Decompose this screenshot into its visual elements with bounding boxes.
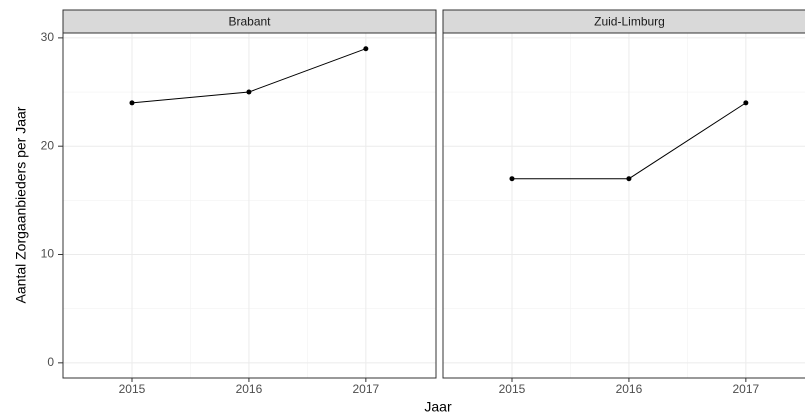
x-tick-label: 2015 (499, 382, 526, 396)
y-axis-title: Aantal Zorgaanbieders per Jaar (13, 106, 29, 303)
y-tick-label: 10 (41, 247, 55, 261)
strip-label: Zuid-Limburg (594, 15, 665, 29)
y-tick-label: 20 (41, 138, 55, 152)
y-tick-label: 0 (47, 355, 54, 369)
strip-label: Brabant (228, 15, 271, 29)
point (246, 89, 252, 95)
panel-background (63, 33, 436, 378)
strip (62, 9, 437, 34)
y-tick-label: 30 (41, 30, 55, 44)
x-tick-label: 2017 (352, 382, 379, 396)
strip (442, 9, 805, 34)
x-tick-label: 2015 (119, 382, 146, 396)
point (129, 100, 135, 106)
x-tick-label: 2016 (236, 382, 263, 396)
x-tick-label: 2017 (732, 382, 759, 396)
panel-background (443, 33, 805, 378)
point (363, 46, 369, 52)
point (743, 100, 749, 106)
x-axis-title: Jaar (424, 399, 452, 415)
point (626, 176, 632, 182)
x-tick-label: 2016 (616, 382, 643, 396)
point (509, 176, 515, 182)
